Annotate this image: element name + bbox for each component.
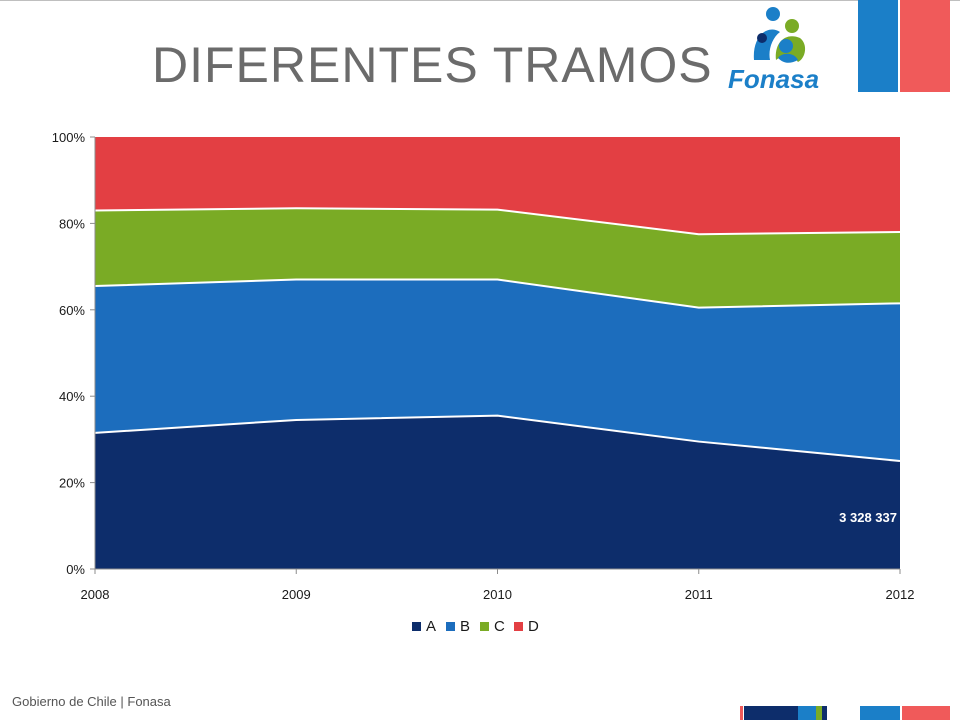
top-rule <box>0 0 960 1</box>
legend-swatch-d <box>514 622 523 631</box>
footer-stripes <box>740 706 950 720</box>
y-tick-label: 60% <box>59 303 85 318</box>
logo-figure-head-icon <box>766 7 780 21</box>
legend-swatch-b <box>446 622 455 631</box>
fonasa-logo: Fonasa <box>728 7 819 94</box>
y-tick-label: 0% <box>66 562 85 577</box>
x-tick-label: 2009 <box>282 587 311 602</box>
y-tick-label: 80% <box>59 216 85 231</box>
area-series-c <box>95 208 900 308</box>
band-boundary-c <box>94 207 901 236</box>
area-series-d <box>95 137 900 235</box>
y-tick-label: 100% <box>52 130 86 145</box>
x-tick-label: 2010 <box>483 587 512 602</box>
legend-label-c: C <box>494 618 505 635</box>
slide-title: DIFERENTES TRAMOS <box>152 37 713 93</box>
legend-swatch-a <box>412 622 421 631</box>
data-label-a: 3 328 337 <box>839 510 897 525</box>
chile-flag-stripes <box>858 0 950 92</box>
legend-label-d: D <box>528 618 539 635</box>
x-tick-label: 2008 <box>81 587 110 602</box>
band-boundary-a <box>94 414 901 462</box>
band-boundary-b <box>94 278 901 309</box>
footer-text: Gobierno de Chile | Fonasa <box>12 694 171 709</box>
logo-wordmark: Fonasa <box>728 64 819 94</box>
legend-label-a: A <box>426 618 436 635</box>
legend-label-b: B <box>460 618 470 635</box>
y-tick-label: 40% <box>59 389 85 404</box>
y-tick-label: 20% <box>59 476 85 491</box>
x-tick-label: 2011 <box>685 587 713 602</box>
logo-figure-head-icon-2 <box>785 19 799 33</box>
legend-swatch-c <box>480 622 489 631</box>
x-tick-label: 2012 <box>886 587 915 602</box>
area-series-b <box>95 279 900 461</box>
area-series-a <box>95 415 900 569</box>
